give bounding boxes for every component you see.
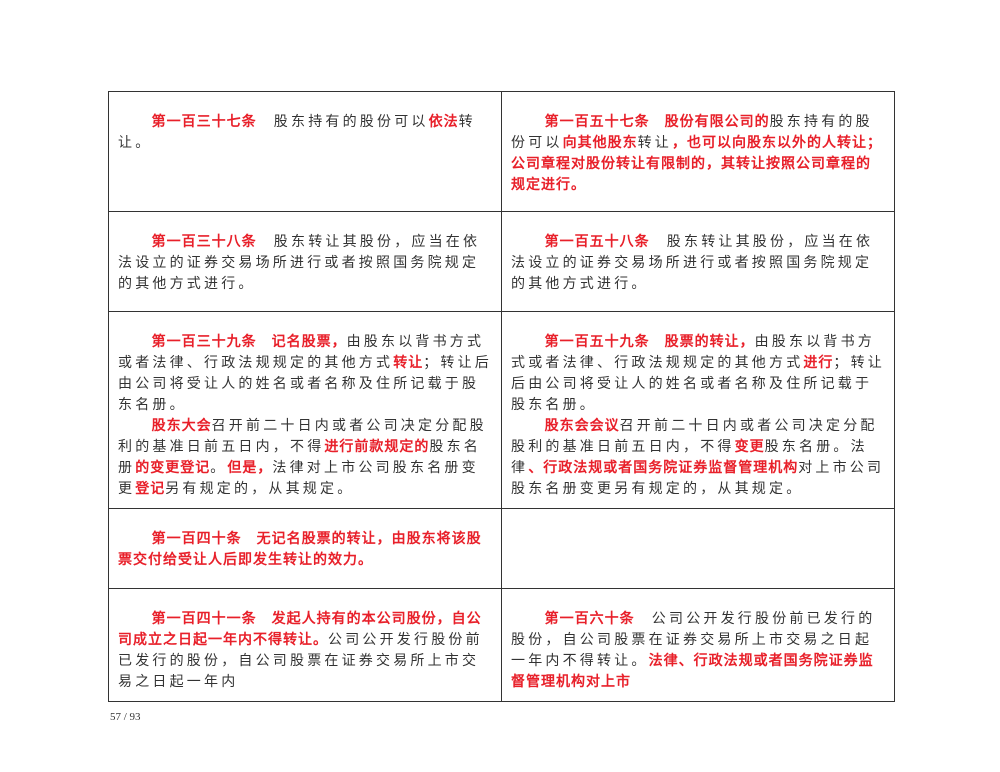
text-segment: 股东名册。法律 [511,439,868,476]
changed-text: 第一百五十七条 股份有限公司的 [544,114,770,130]
law-comparison-table: 第一百三十七条 股东持有的股份可以依法转让。 第一百五十七条 股份有限公司的股东持… [108,91,895,702]
text-segment: 股东名册 [118,439,482,476]
table-row: 第一百四十一条 发起人持有的本公司股份，自公司成立之日起一年内不得转让。公司公开… [108,588,895,702]
table-row: 第一百四十条 无记名股票的转让，由股东将该股票交付给受让人后即发生转让的效力。 [108,508,895,589]
changed-text: 向其他股东 [562,135,638,151]
article-paragraph: 第一百六十条 公司公开发行股份前已发行的股份，自公司股票在证券交易所上市交易之日… [511,609,885,693]
changed-text: 法律、行政法规或者国务院证券监督管理机构对上市 [511,653,874,690]
article-paragraph: 股东会会议召开前二十日内或者公司决定分配股利的基准日前五日内，不得变更股东名册。… [511,416,885,500]
article-paragraph: 第一百四十条 无记名股票的转让，由股东将该股票交付给受让人后即发生转让的效力。 [118,529,492,571]
article-paragraph: 第一百三十九条 记名股票，由股东以背书方式或者法律、行政法规规定的其他方式转让；… [118,332,492,416]
text-segment: 由股东以背书方式或者法律、行政法规规定的其他方式 [511,334,875,371]
text-segment: 公司公开发行股份前已发行的股份，自公司股票在证券交易所上市交易之日起一年内 [118,632,483,690]
changed-text: 依法 [428,114,459,130]
article-paragraph: 第一百四十一条 发起人持有的本公司股份，自公司成立之日起一年内不得转让。公司公开… [118,609,492,693]
changed-text: 进行前款规定的 [324,439,430,455]
text-segment: 由股东以背书方式或者法律、行政法规规定的其他方式 [118,334,485,371]
text-segment: 另有规定的，从其规定。 [165,481,355,497]
changed-text: 的变更登记 [135,460,211,476]
text-segment: 对上市公司股东名册变更另有规定的，从其规定。 [511,460,885,497]
page-number: 57 / 93 [110,711,141,723]
changed-text: 第一百四十条 无记名股票的转让，由股东将该股票交付给受让人后即发生转让的效力。 [118,531,482,568]
article-paragraph: 第一百三十八条 股东转让其股份，应当在依法设立的证券交易场所进行或者按照国务院规… [118,232,492,295]
changed-text: ，也可以向股东以外的人转让；公司章程对股份转让有限制的，其转让按照公司章程的规定… [511,135,883,193]
changed-text: 第一百五十九条 股票的转让， [544,334,755,350]
changed-text: 进行 [803,355,834,371]
text-segment: 股东转让其股份，应当在依法设立的证券交易场所进行或者按照国务院规定的其他方式进行… [511,234,874,292]
text-segment: ；转让后由公司将受让人的姓名或者名称及住所记载于股东名册。 [118,355,493,413]
changed-text: 第一百五十八条 [544,234,650,250]
old-article-cell: 第一百三十九条 记名股票，由股东以背书方式或者法律、行政法规规定的其他方式转让；… [108,311,502,509]
table-row: 第一百三十九条 记名股票，由股东以背书方式或者法律、行政法规规定的其他方式转让；… [108,311,895,509]
article-paragraph: 第一百五十九条 股票的转让，由股东以背书方式或者法律、行政法规规定的其他方式进行… [511,332,885,416]
article-paragraph: 第一百三十七条 股东持有的股份可以依法转让。 [118,112,492,154]
changed-text: 股东会会议 [544,418,620,434]
text-segment: 股东持有的股份可以 [511,114,873,151]
changed-text: 登记 [135,481,166,497]
changed-text: 第一百六十条 [544,611,635,627]
old-article-cell: 第一百四十条 无记名股票的转让，由股东将该股票交付给受让人后即发生转让的效力。 [108,508,502,589]
table-row: 第一百三十七条 股东持有的股份可以依法转让。 第一百五十七条 股份有限公司的股东持… [108,91,895,212]
text-segment: 转让。 [118,114,476,151]
new-article-cell: 第一百六十条 公司公开发行股份前已发行的股份，自公司股票在证券交易所上市交易之日… [501,588,895,702]
article-paragraph: 第一百五十七条 股份有限公司的股东持有的股份可以向其他股东转让，也可以向股东以外… [511,112,885,196]
text-segment: 转让 [637,135,673,151]
changed-text: 但是， [227,460,273,476]
table-row: 第一百三十八条 股东转让其股份，应当在依法设立的证券交易场所进行或者按照国务院规… [108,211,895,312]
old-article-cell: 第一百三十八条 股东转让其股份，应当在依法设立的证券交易场所进行或者按照国务院规… [108,211,502,312]
changed-text: 转让 [393,355,424,371]
text-segment: 。 [210,460,228,476]
new-article-cell: 第一百五十七条 股份有限公司的股东持有的股份可以向其他股东转让，也可以向股东以外… [501,91,895,212]
text-segment: 股东持有的股份可以 [256,114,429,130]
article-paragraph: 股东大会召开前二十日内或者公司决定分配股利的基准日前五日内，不得进行前款规定的股… [118,416,492,500]
new-article-cell [501,508,895,589]
text-segment: 公司公开发行股份前已发行的股份，自公司股票在证券交易所上市交易之日起一年内不得转… [511,611,876,669]
text-segment: 召开前二十日内或者公司决定分配股利的基准日前五日内，不得 [511,418,878,455]
changed-text: 变更 [734,439,765,455]
old-article-cell: 第一百三十七条 股东持有的股份可以依法转让。 [108,91,502,212]
changed-text: 、行政法规或者国务院证券监督管理机构 [528,460,799,476]
text-segment: 股东转让其股份，应当在依法设立的证券交易场所进行或者按照国务院规定的其他方式进行… [118,234,481,292]
changed-text: 第一百四十一条 发起人持有的本公司股份，自公司成立之日起一年内不得转让。 [118,611,482,648]
new-article-cell: 第一百五十八条 股东转让其股份，应当在依法设立的证券交易场所进行或者按照国务院规… [501,211,895,312]
article-paragraph: 第一百五十八条 股东转让其股份，应当在依法设立的证券交易场所进行或者按照国务院规… [511,232,885,295]
text-segment: 法律对上市公司股东名册变更 [118,460,479,497]
changed-text: 股东大会 [151,418,212,434]
text-segment: ；转让后由公司将受让人的姓名或者名称及住所记载于股东名册。 [511,355,886,413]
changed-text: 第一百三十九条 记名股票， [151,334,347,350]
changed-text: 第一百三十八条 [151,234,257,250]
text-segment: 召开前二十日内或者公司决定分配股利的基准日前五日内，不得 [118,418,487,455]
new-article-cell: 第一百五十九条 股票的转让，由股东以背书方式或者法律、行政法规规定的其他方式进行… [501,311,895,509]
changed-text: 第一百三十七条 [151,114,257,130]
old-article-cell: 第一百四十一条 发起人持有的本公司股份，自公司成立之日起一年内不得转让。公司公开… [108,588,502,702]
